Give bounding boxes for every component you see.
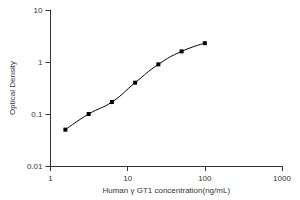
svg-text:1: 1 — [48, 174, 53, 183]
svg-text:Optical Density: Optical Density — [8, 61, 17, 115]
svg-text:1000: 1000 — [273, 174, 291, 183]
svg-text:Human γ GT1 concentration(ng/m: Human γ GT1 concentration(ng/mL) — [102, 186, 230, 195]
svg-text:0.01: 0.01 — [27, 162, 43, 171]
svg-text:1: 1 — [38, 58, 43, 67]
svg-text:0.1: 0.1 — [31, 110, 43, 119]
svg-text:10: 10 — [123, 174, 132, 183]
svg-text:100: 100 — [198, 174, 212, 183]
svg-text:10: 10 — [34, 6, 43, 15]
